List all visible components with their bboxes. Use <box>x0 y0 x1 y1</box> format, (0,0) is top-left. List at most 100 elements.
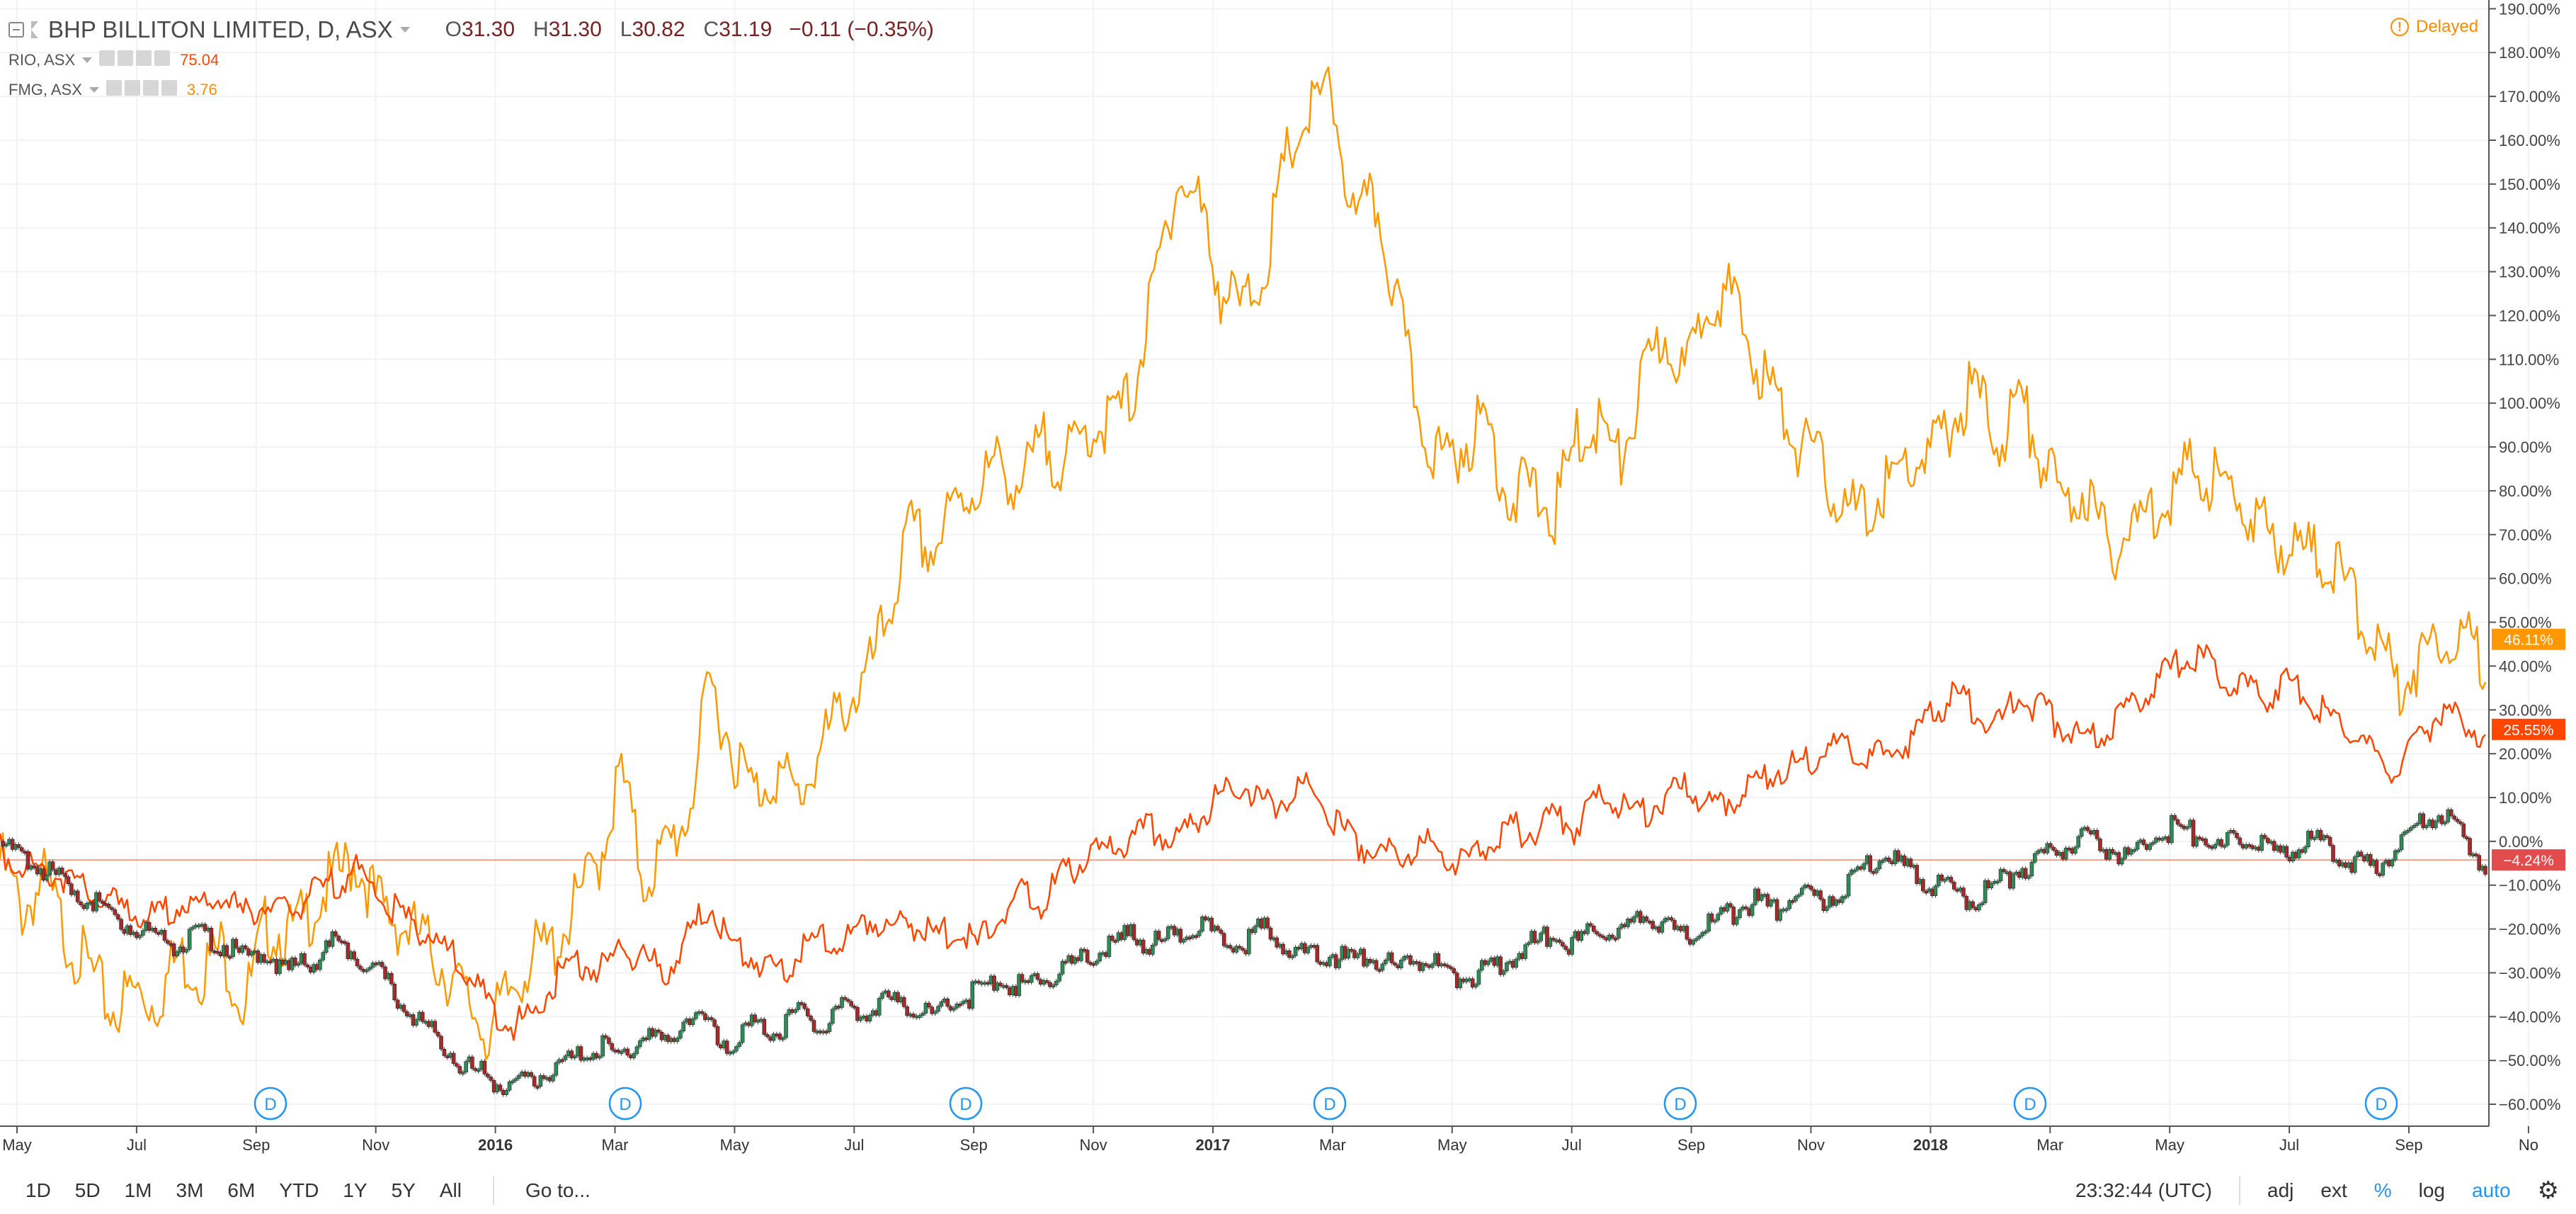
flag-icon[interactable] <box>31 21 38 38</box>
ohlc-value: 31.30 <box>548 18 602 41</box>
candle <box>678 1031 683 1039</box>
dividend-marker-label[interactable]: D <box>2024 1095 2036 1114</box>
chevron-down-icon[interactable] <box>82 57 93 63</box>
compare-symbol[interactable]: RIO, ASX <box>8 51 76 69</box>
candle <box>1787 900 1791 909</box>
dividend-marker-label[interactable]: D <box>959 1095 971 1114</box>
collapse-icon[interactable] <box>8 22 24 38</box>
timeframe-3m[interactable]: 3M <box>176 1179 204 1201</box>
delayed-label: Delayed <box>2416 17 2479 36</box>
timeframe-1m[interactable]: 1M <box>124 1179 152 1201</box>
candle <box>877 998 882 1016</box>
goto-button[interactable]: Go to... <box>525 1179 591 1201</box>
x-tick-label: Nov <box>1080 1136 1107 1154</box>
candle <box>2403 831 2407 835</box>
ohlc-o: O31.30 <box>445 18 515 42</box>
candle <box>1237 946 1242 949</box>
candle <box>513 1078 518 1082</box>
candle <box>85 903 89 909</box>
candle <box>610 1043 615 1050</box>
candle <box>1716 914 1721 921</box>
compare-legend-1[interactable]: FMG, ASX 3.76 <box>8 78 217 102</box>
y-tick-label: 170.00% <box>2499 88 2560 106</box>
candle <box>2033 853 2037 863</box>
add-icon[interactable] <box>142 80 159 96</box>
gear-icon[interactable]: ⚙ <box>2537 1177 2559 1204</box>
candle <box>1713 919 1717 923</box>
dividend-marker[interactable] <box>1663 1087 1697 1121</box>
candle <box>1852 869 1857 873</box>
timeframe-5y[interactable]: 5Y <box>391 1179 416 1201</box>
candle <box>171 943 176 957</box>
candle <box>162 930 167 941</box>
eye-icon[interactable] <box>99 50 115 66</box>
clock[interactable]: 23:32:44 (UTC) <box>2075 1179 2212 1201</box>
candle <box>2135 841 2140 850</box>
option-auto[interactable]: auto <box>2472 1179 2511 1201</box>
dividend-marker[interactable] <box>2364 1087 2398 1121</box>
symbol-title[interactable]: BHP BILLITON LIMITED, D, ASX <box>48 16 393 42</box>
chevron-down-icon[interactable] <box>399 27 410 33</box>
dividend-marker[interactable] <box>1313 1087 1347 1121</box>
candle <box>811 1020 816 1032</box>
dividend-marker[interactable] <box>608 1087 642 1121</box>
candle <box>2095 830 2099 839</box>
candle <box>1924 890 1929 894</box>
candle <box>1651 921 1655 929</box>
timeframe-5d[interactable]: 5D <box>74 1179 101 1201</box>
dividend-marker[interactable] <box>2013 1087 2047 1121</box>
option-log[interactable]: log <box>2418 1179 2446 1201</box>
candle <box>1846 874 1851 897</box>
candle <box>1886 857 1891 862</box>
candle <box>1588 923 1593 926</box>
dividend-marker-label[interactable]: D <box>264 1095 276 1114</box>
candle <box>1265 917 1270 929</box>
dividend-marker[interactable] <box>949 1087 983 1121</box>
dividend-marker-label[interactable]: D <box>619 1095 631 1114</box>
option-ext[interactable]: ext <box>2320 1179 2347 1201</box>
settings-icon[interactable] <box>118 50 134 66</box>
option-adj[interactable]: adj <box>2267 1179 2294 1201</box>
candle <box>1476 970 1481 985</box>
candle <box>1470 978 1475 987</box>
eye-icon[interactable] <box>106 80 122 96</box>
ohlc-key: C <box>703 18 719 41</box>
delayed-badge[interactable]: ! Delayed <box>2390 13 2478 41</box>
candle <box>1389 952 1394 963</box>
dividend-marker-label[interactable]: D <box>2375 1095 2387 1114</box>
candle <box>1706 913 1711 932</box>
candle <box>1971 901 1975 908</box>
timeframe-1y[interactable]: 1Y <box>343 1179 367 1201</box>
ohlc-value: 31.19 <box>719 18 773 41</box>
close-icon[interactable] <box>161 80 177 96</box>
timeframe-6m[interactable]: 6M <box>227 1179 256 1201</box>
timeframe-ytd[interactable]: YTD <box>279 1179 319 1201</box>
candle <box>1384 960 1388 965</box>
dividend-marker[interactable] <box>253 1087 287 1121</box>
candle <box>2110 849 2115 853</box>
option-percent[interactable]: % <box>2373 1179 2392 1201</box>
ohlc-key: H <box>533 18 549 41</box>
add-icon[interactable] <box>136 50 152 66</box>
compare-symbol[interactable]: FMG, ASX <box>8 81 82 98</box>
chevron-down-icon[interactable] <box>89 87 99 93</box>
timeframe-all[interactable]: All <box>439 1179 462 1201</box>
candle <box>1234 946 1239 953</box>
close-icon[interactable] <box>154 50 171 66</box>
x-tick-label: No <box>2519 1136 2538 1154</box>
ohlc-value: 30.82 <box>632 18 685 41</box>
candle <box>2129 849 2133 855</box>
compare-legend-0[interactable]: RIO, ASX 75.04 <box>8 48 219 72</box>
dividend-marker-label[interactable]: D <box>1674 1095 1686 1114</box>
candle <box>1275 937 1280 948</box>
settings-icon[interactable] <box>124 80 140 96</box>
candle <box>2318 829 2323 841</box>
candle <box>2474 853 2478 856</box>
timeframe-1d[interactable]: 1D <box>25 1179 51 1201</box>
candle <box>2029 861 2034 877</box>
candle <box>2408 827 2413 831</box>
dividend-marker-label[interactable]: D <box>1323 1095 1335 1114</box>
candle <box>936 1006 940 1012</box>
timeframe-buttons: 1D 5D 1M 3M 6M YTD 1Y 5Y All <box>0 1179 462 1202</box>
